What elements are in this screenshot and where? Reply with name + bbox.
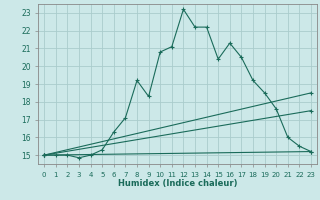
X-axis label: Humidex (Indice chaleur): Humidex (Indice chaleur): [118, 179, 237, 188]
